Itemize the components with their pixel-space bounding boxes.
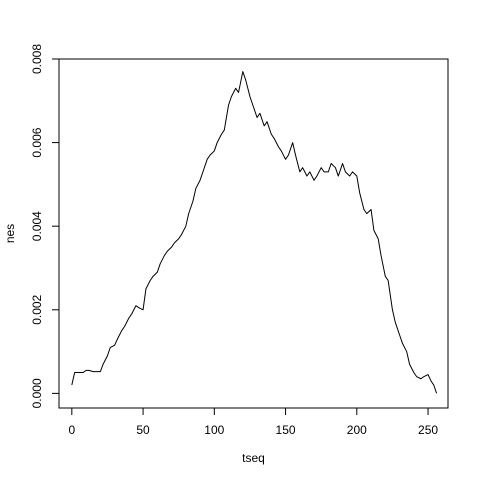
y-tick-label: 0.008	[30, 44, 44, 74]
plot-frame	[59, 59, 448, 408]
y-tick-label: 0.002	[30, 294, 44, 324]
series-layer	[72, 72, 437, 394]
y-axis-label: nes	[3, 224, 17, 243]
y-tick-label: 0.004	[30, 211, 44, 241]
x-tick-label: 100	[204, 423, 224, 437]
x-tick-label: 250	[418, 423, 438, 437]
y-tick-label: 0.000	[30, 378, 44, 408]
x-axis-label: tseq	[242, 451, 265, 465]
y-axis: 0.000 0.002 0.004 0.006 0.008	[30, 44, 59, 409]
x-axis: 0 50 100 150 200 250	[68, 408, 438, 437]
x-tick-label: 200	[347, 423, 367, 437]
x-tick-label: 50	[136, 423, 150, 437]
y-tick-label: 0.006	[30, 127, 44, 157]
series-line-0	[72, 72, 437, 394]
x-tick-label: 150	[276, 423, 296, 437]
x-tick-label: 0	[68, 423, 75, 437]
